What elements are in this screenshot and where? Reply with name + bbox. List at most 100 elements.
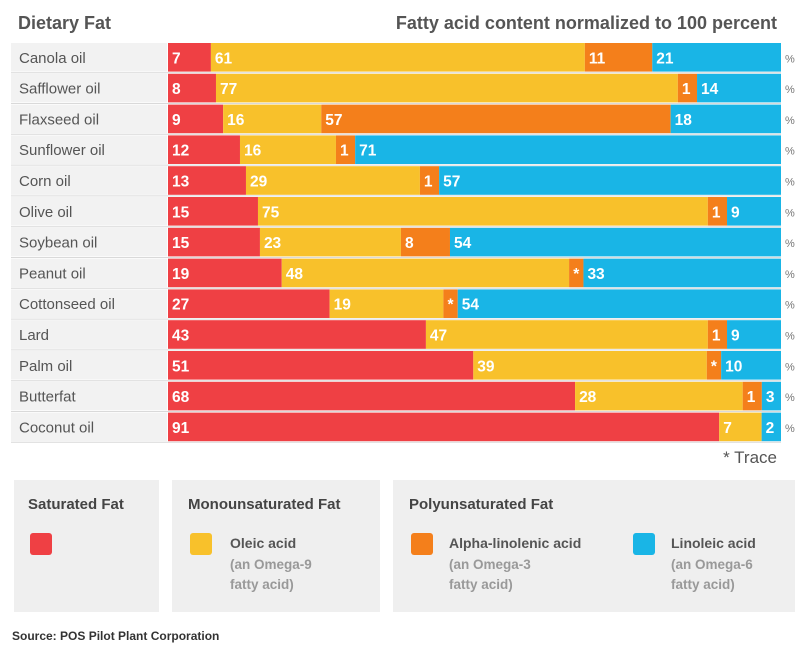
oleic-label: Oleic acid — [230, 535, 297, 551]
row-label-bg-sunflower-oil — [11, 135, 167, 164]
chart-header-left: Dietary Fat — [18, 13, 112, 33]
alpha-linolenic-sub-label: (an Omega-3 fatty acid) — [449, 557, 531, 592]
value-label-alpha-linolenic-acid-sunflower-oil: 1 — [340, 143, 349, 160]
bar-linoleic-acid-soybean-oil — [449, 227, 781, 257]
bar-linoleic-acid-butterfat — [761, 381, 781, 411]
bar-linoleic-acid-flaxseed-oil — [670, 104, 781, 134]
bar-alpha-linolenic-acid-safflower-oil — [677, 73, 698, 103]
value-label-linoleic-acid-flaxseed-oil: 18 — [675, 112, 693, 129]
bar-linoleic-acid-olive-oil — [727, 197, 781, 226]
percent-sign-safflower-oil: % — [785, 84, 795, 96]
value-label-linoleic-acid-soybean-oil: 54 — [454, 235, 472, 252]
oleic-sub-label: (an Omega-9 fatty acid) — [230, 557, 312, 592]
value-label-oleic-acid-butterfat: 28 — [579, 389, 597, 406]
row-label-bg-flaxseed-oil — [11, 104, 167, 134]
bar-oleic-acid-cottonseed-oil — [329, 289, 444, 318]
bar-alpha-linolenic-acid-peanut-oil — [569, 258, 584, 288]
value-label-alpha-linolenic-acid-corn-oil: 1 — [424, 174, 433, 191]
value-label-saturated-fat-safflower-oil: 8 — [172, 81, 181, 98]
row-label-bg-canola-oil — [11, 43, 167, 72]
bar-oleic-acid-lard — [425, 320, 708, 349]
bar-oleic-acid-sunflower-oil — [239, 135, 336, 164]
saturated-swatch — [30, 533, 52, 555]
value-label-alpha-linolenic-acid-cottonseed-oil: * — [448, 297, 455, 314]
bar-saturated-fat-soybean-oil — [168, 227, 260, 257]
oleic-swatch — [190, 533, 212, 555]
percent-sign-flaxseed-oil: % — [785, 115, 795, 127]
bar-linoleic-acid-cottonseed-oil — [457, 289, 781, 318]
bar-oleic-acid-butterfat — [575, 381, 743, 411]
value-label-alpha-linolenic-acid-soybean-oil: 8 — [405, 235, 414, 252]
value-label-linoleic-acid-palm-oil: 10 — [725, 358, 742, 375]
value-label-oleic-acid-safflower-oil: 77 — [220, 81, 237, 98]
row-label-cottonseed-oil: Cottonseed oil — [19, 296, 115, 313]
bar-oleic-acid-canola-oil — [210, 43, 585, 72]
percent-sign-butterfat: % — [785, 392, 795, 404]
linoleic-sub-label: (an Omega-6 fatty acid) — [671, 557, 753, 592]
row-label-bg-palm-oil — [11, 351, 167, 380]
value-label-saturated-fat-lard: 43 — [172, 328, 190, 345]
row-label-bg-olive-oil — [11, 197, 167, 226]
bar-saturated-fat-palm-oil — [168, 351, 474, 380]
row-label-bg-peanut-oil — [11, 258, 167, 288]
bar-saturated-fat-flaxseed-oil — [168, 104, 224, 134]
bar-linoleic-acid-palm-oil — [721, 351, 781, 380]
value-label-alpha-linolenic-acid-safflower-oil: 1 — [682, 81, 691, 98]
bar-oleic-acid-soybean-oil — [259, 227, 401, 257]
legend-monounsaturated-title: Monounsaturated Fat — [188, 496, 341, 513]
value-label-oleic-acid-olive-oil: 75 — [262, 204, 280, 221]
value-label-linoleic-acid-lard: 9 — [731, 328, 740, 345]
row-label-bg-butterfat — [11, 381, 167, 411]
value-label-saturated-fat-peanut-oil: 19 — [172, 266, 190, 283]
alpha-linolenic-label: Alpha-linolenic acid — [449, 535, 582, 551]
row-label-olive-oil: Olive oil — [19, 204, 72, 221]
bar-alpha-linolenic-acid-flaxseed-oil — [321, 104, 671, 134]
row-label-soybean-oil: Soybean oil — [19, 235, 97, 252]
value-label-saturated-fat-soybean-oil: 15 — [172, 235, 190, 252]
value-label-linoleic-acid-canola-oil: 21 — [656, 50, 674, 67]
value-label-oleic-acid-corn-oil: 29 — [250, 174, 268, 191]
bar-oleic-acid-olive-oil — [257, 197, 708, 226]
bar-saturated-fat-sunflower-oil — [168, 135, 240, 164]
value-label-saturated-fat-olive-oil: 15 — [172, 204, 190, 221]
value-label-saturated-fat-palm-oil: 51 — [172, 358, 190, 375]
value-label-saturated-fat-cottonseed-oil: 27 — [172, 297, 189, 314]
bar-linoleic-acid-lard — [727, 320, 781, 349]
value-label-saturated-fat-flaxseed-oil: 9 — [172, 112, 181, 129]
value-label-saturated-fat-butterfat: 68 — [172, 389, 190, 406]
row-label-peanut-oil: Peanut oil — [19, 265, 86, 282]
value-label-linoleic-acid-sunflower-oil: 71 — [359, 143, 377, 160]
bar-saturated-fat-corn-oil — [168, 166, 246, 195]
bar-oleic-acid-corn-oil — [245, 166, 420, 195]
legend-saturated-title: Saturated Fat — [28, 496, 124, 513]
percent-sign-sunflower-oil: % — [785, 146, 795, 158]
bar-alpha-linolenic-acid-canola-oil — [584, 43, 653, 72]
value-label-linoleic-acid-coconut-oil: 2 — [766, 420, 775, 437]
trace-footnote: * Trace — [723, 448, 777, 467]
value-label-alpha-linolenic-acid-flaxseed-oil: 57 — [325, 112, 342, 129]
bar-saturated-fat-safflower-oil — [168, 73, 216, 103]
bar-alpha-linolenic-acid-olive-oil — [707, 197, 728, 226]
row-label-bg-cottonseed-oil — [11, 289, 167, 318]
value-label-alpha-linolenic-acid-palm-oil: * — [711, 358, 718, 375]
value-label-oleic-acid-palm-oil: 39 — [477, 358, 495, 375]
value-label-alpha-linolenic-acid-peanut-oil: * — [573, 266, 580, 283]
value-label-oleic-acid-coconut-oil: 7 — [723, 420, 732, 437]
row-label-bg-safflower-oil — [11, 73, 167, 103]
row-label-flaxseed-oil: Flaxseed oil — [19, 111, 99, 128]
bar-oleic-acid-safflower-oil — [215, 73, 678, 103]
value-label-linoleic-acid-corn-oil: 57 — [443, 174, 460, 191]
bar-linoleic-acid-coconut-oil — [761, 412, 781, 442]
bar-alpha-linolenic-acid-soybean-oil — [400, 227, 450, 257]
row-label-bg-corn-oil — [11, 166, 167, 195]
bar-saturated-fat-coconut-oil — [168, 412, 720, 442]
row-label-bg-lard — [11, 320, 167, 349]
percent-sign-cottonseed-oil: % — [785, 300, 795, 312]
value-label-linoleic-acid-olive-oil: 9 — [731, 204, 740, 221]
bar-linoleic-acid-corn-oil — [439, 166, 781, 195]
source-note: Source: POS Pilot Plant Corporation — [12, 629, 220, 643]
value-label-oleic-acid-sunflower-oil: 16 — [244, 143, 262, 160]
bar-oleic-acid-coconut-oil — [719, 412, 762, 442]
bar-oleic-acid-palm-oil — [473, 351, 707, 380]
bar-saturated-fat-peanut-oil — [168, 258, 282, 288]
